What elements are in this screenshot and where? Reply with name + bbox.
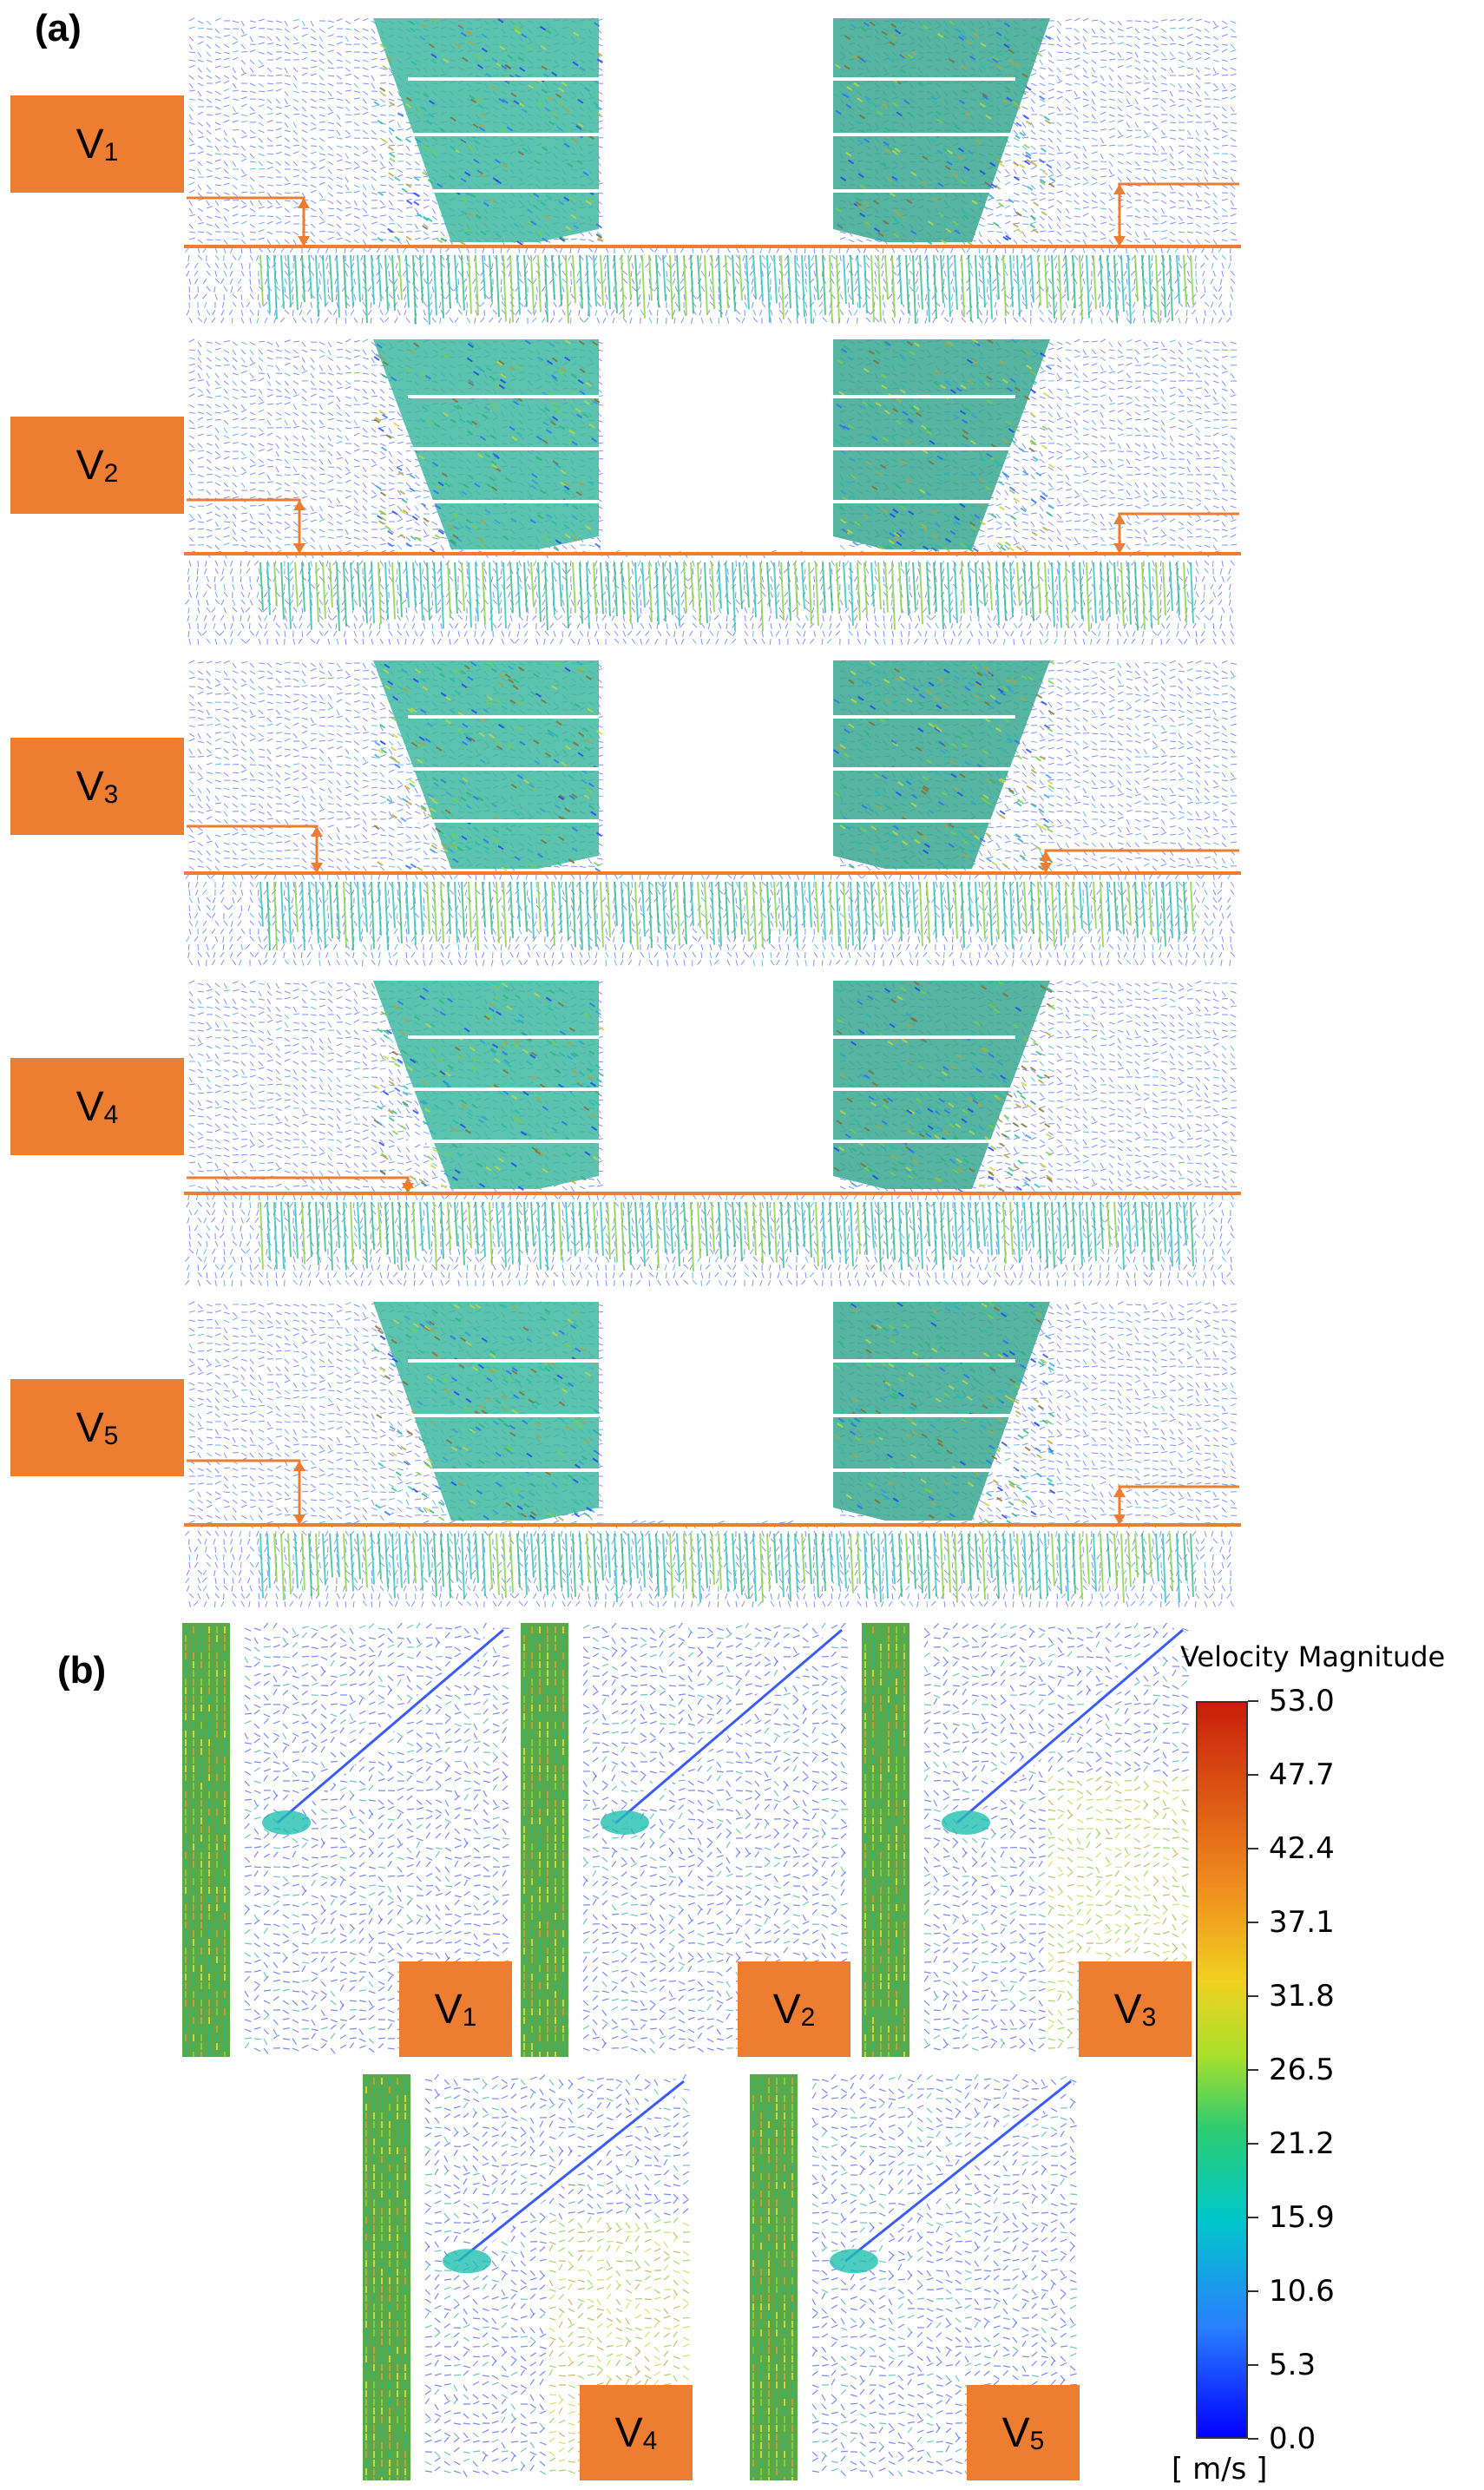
- zoomed-velocity-panel-v5: [750, 2074, 1080, 2480]
- panel-label-a-v5-subscript: 5: [104, 1422, 119, 1451]
- panel-label-a-v2-letter: V: [76, 442, 104, 489]
- part-a-label: (a): [35, 7, 82, 50]
- panel-label-b-v3-subscript: 3: [1142, 2003, 1157, 2033]
- colorbar-tick-mark: [1248, 2438, 1258, 2440]
- panel-label-a-v3-subscript: 3: [104, 780, 119, 810]
- velocity-vector-plot: [184, 17, 1241, 325]
- panel-label-b-v1-letter: V: [435, 1986, 463, 2033]
- panel-label-b-v1-subscript: 1: [463, 2003, 477, 2033]
- colorbar-tick-mark: [1248, 2364, 1258, 2366]
- zoomed-velocity-panel-v3: [862, 1623, 1192, 2057]
- colorbar-tick-mark: [1248, 2217, 1258, 2218]
- colorbar-tick-mark: [1248, 1700, 1258, 1702]
- panel-label-a-v4-subscript: 4: [104, 1100, 119, 1130]
- colorbar-tick-label: 21.2: [1269, 2126, 1335, 2161]
- velocity-vector-plot: [184, 980, 1241, 1287]
- velocity-vector-plot: [184, 660, 1241, 967]
- panel-label-a-v3-letter: V: [76, 763, 104, 811]
- panel-label-b-v5-subscript: 5: [1030, 2427, 1045, 2456]
- velocity-field-panel-v5: [0, 1298, 1250, 1610]
- panel-label-a-v5-letter: V: [76, 1404, 104, 1452]
- zoomed-velocity-panel-v4: [363, 2074, 693, 2480]
- velocity-vector-plot: [184, 338, 1241, 646]
- panel-label-b-v5-letter: V: [1002, 2409, 1030, 2457]
- colorbar: [1196, 1701, 1248, 2439]
- velocity-field-panel-v1: [0, 14, 1250, 326]
- colorbar-tick-label: 31.8: [1269, 1979, 1335, 2014]
- panel-label-b-v2-subscript: 2: [801, 2003, 816, 2033]
- colorbar-tick-label: 37.1: [1269, 1905, 1335, 1940]
- panel-label-b-v4-subscript: 4: [643, 2427, 658, 2456]
- colorbar-tick-mark: [1248, 1848, 1258, 1849]
- colorbar-tick-label: 42.4: [1269, 1831, 1335, 1866]
- colorbar-tick-mark: [1248, 2069, 1258, 2071]
- velocity-field-panel-v3: [0, 656, 1250, 969]
- zoomed-vector-plot: [750, 2074, 1078, 2480]
- colorbar-tick-label: 0.0: [1269, 2421, 1316, 2456]
- velocity-vector-plot: [184, 1301, 1241, 1608]
- velocity-field-panel-v2: [0, 335, 1250, 647]
- panel-label-a-v4-letter: V: [76, 1083, 104, 1131]
- colorbar-tick-label: 53.0: [1269, 1684, 1335, 1718]
- colorbar-tick-label: 10.6: [1269, 2274, 1335, 2309]
- colorbar-tick-label: 26.5: [1269, 2053, 1335, 2087]
- colorbar-tick-label: 15.9: [1269, 2200, 1335, 2235]
- panel-label-a-v1-letter: V: [76, 121, 104, 168]
- zoomed-vector-plot: [363, 2074, 691, 2480]
- zoomed-vector-plot: [862, 1623, 1190, 2057]
- colorbar-tick-mark: [1248, 1774, 1258, 1776]
- panel-label-b-v2-letter: V: [773, 1986, 801, 2033]
- colorbar-title: Velocity Magnitude: [1180, 1640, 1445, 1673]
- colorbar-tick-label: 5.3: [1269, 2348, 1316, 2382]
- panel-label-a-v1-subscript: 1: [104, 138, 119, 168]
- colorbar-tick-mark: [1248, 2290, 1258, 2292]
- part-b-label: (b): [57, 1649, 106, 1692]
- colorbar-gradient: [1196, 1701, 1248, 2439]
- panel-label-a-v2-subscript: 2: [104, 459, 119, 489]
- panel-label-b-v3-letter: V: [1114, 1986, 1142, 2033]
- colorbar-tick-label: 47.7: [1269, 1757, 1335, 1792]
- colorbar-tick-mark: [1248, 1995, 1258, 1997]
- velocity-field-panel-v4: [0, 976, 1250, 1289]
- panel-label-b-v4-letter: V: [615, 2409, 643, 2457]
- colorbar-unit: [ m/s ]: [1172, 2452, 1267, 2487]
- colorbar-tick-mark: [1248, 1922, 1258, 1923]
- colorbar-tick-mark: [1248, 2143, 1258, 2145]
